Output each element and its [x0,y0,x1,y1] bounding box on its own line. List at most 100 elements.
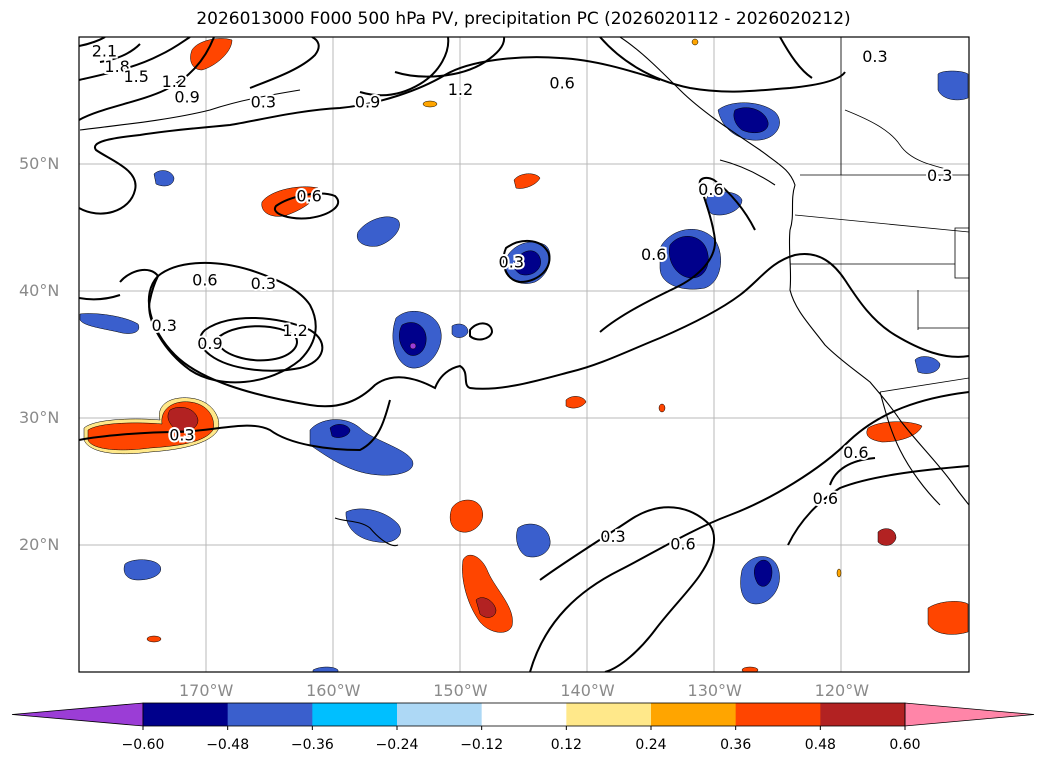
contour-label: 0.3 [151,316,176,335]
precip-blob [167,407,199,431]
contour-label: 0.3 [862,47,887,66]
contour-label: 1.2 [448,80,473,99]
lat-tick-label: 40°N [19,281,60,300]
precip-blob [79,313,140,334]
precip-blob [356,216,400,247]
colorbar-tick-label: −0.36 [290,737,334,753]
pv-contour [539,506,716,672]
pv-contour [79,294,121,301]
coastline [619,37,969,506]
precip-blob [668,236,709,279]
contour-label: 2.1 [92,42,117,61]
colorbar-extend-low [11,702,144,727]
pv-contour [394,37,506,78]
pv-contour [829,457,876,486]
precip-negative [79,70,969,672]
colorbar-segment [651,703,737,726]
lat-tick-label: 20°N [19,535,60,554]
contour-label: 0.6 [296,187,321,206]
precip-blob [153,170,175,187]
coastline [719,159,776,186]
colorbar-outline [142,702,906,727]
precip-blob [312,666,339,672]
contour-label: 1.2 [162,72,187,91]
precip-blob [877,528,897,546]
pv-contour [79,37,215,121]
precip-blob [399,322,427,356]
precip-blob [866,421,923,443]
contour-label: 1.2 [282,321,307,340]
coastline [79,89,301,131]
precip-blob [475,597,497,618]
precip-blob [329,424,351,438]
pv-contour [779,37,813,79]
colorbar-segment [227,703,313,726]
contour-label: 0.3 [927,166,952,185]
colorbar-segment [143,703,229,726]
colorbar-tick-label: 0.60 [889,737,921,753]
pv-contours [79,37,969,672]
pv-contour [502,240,551,284]
lon-tick-label: 140°W [560,681,615,700]
colorbar-tick-label: −0.48 [206,737,250,753]
colorbar [11,702,1035,730]
contour-label: 0.6 [549,73,574,92]
pv-contour [99,43,141,63]
colorbar-segment [566,703,652,726]
precip-blob [345,508,401,543]
colorbar-segment [481,703,567,726]
contour-labels: 2.11.81.5 1.20.9 0.3 0.91.2 0.60.30.30.6 0.60… [90,40,955,556]
colorbar-tick-label: −0.12 [460,737,504,753]
colorbar-tick-label: −0.60 [121,737,165,753]
lat-tick-label: 50°N [19,154,60,173]
borders [790,37,969,393]
precip-blob [462,554,513,633]
contour-label: 0.3 [499,253,524,272]
pv-contour [199,316,324,372]
coastline [334,517,399,547]
contour-label: 0.3 [169,425,194,444]
contour-label: 0.6 [698,180,723,199]
precip-blob [513,250,541,276]
precip-blob [565,396,587,409]
precip-positive [83,38,969,672]
contour-label: 1.8 [104,57,129,76]
colorbar-tick-label: −0.24 [375,737,419,753]
precip-blob [937,70,969,101]
precip-blob [927,601,969,635]
colorbar-segment [397,703,483,726]
colorbar-extend-high [904,702,1035,727]
pv-contour [79,37,191,81]
colorbar-tick-label: 0.12 [550,737,582,753]
precip-blob [754,559,773,587]
precip-blob [123,559,162,581]
map-area: 2.11.81.5 1.20.9 0.3 0.91.2 0.60.30.30.6 0.60… [79,37,969,672]
precip-blob [741,666,759,672]
lon-tick-label: 120°W [814,681,870,700]
contour-label: 0.6 [813,489,838,508]
precip-blob [836,568,842,578]
precip-blob [449,499,484,533]
precip-blob [691,38,699,46]
colorbar-segment [735,703,821,726]
contour-label: 0.6 [670,535,695,554]
coastlines [79,37,969,547]
contour-label: 0.9 [197,334,222,353]
lon-tick-label: 170°W [178,681,234,700]
pv-contour [219,325,298,362]
lat-tick-label: 30°N [19,408,60,427]
coastline [879,391,941,506]
precip-blob [516,523,551,558]
pv-contour [529,391,969,672]
pv-contour [249,37,320,89]
contour-label: 0.3 [600,527,625,546]
lon-tick-label: 150°W [433,681,488,700]
contour-label: 1.5 [123,67,148,86]
pv-contour [119,253,969,408]
pv-contour [79,37,106,47]
pv-contour [599,176,756,333]
precip-blob [146,635,162,643]
colorbar-tick-label: 0.24 [635,737,667,753]
lon-tick-label: 130°W [687,681,742,700]
